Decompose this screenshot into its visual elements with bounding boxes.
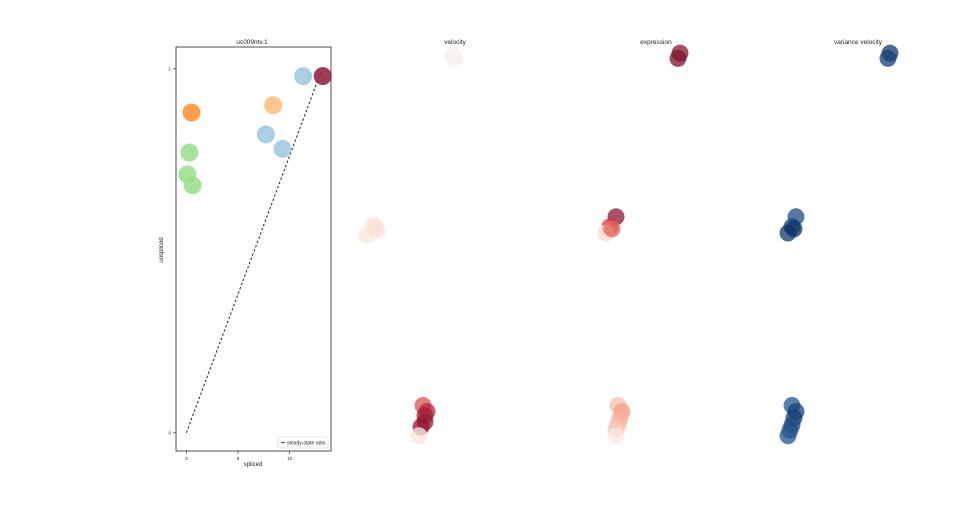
data-point <box>183 176 202 195</box>
phase-portrait-panel: uc009ntv.1 0 5 10 0 1 spliced unspliced stea… <box>159 39 332 468</box>
data-point <box>273 139 292 158</box>
scatter-points <box>358 46 464 445</box>
velocity-panel: velocity <box>358 39 467 445</box>
panel-title: uc009ntv.1 <box>236 39 268 46</box>
data-point <box>180 143 199 162</box>
x-tick-label: 10 <box>287 456 293 461</box>
panel-title: variance velocity <box>834 39 883 46</box>
axis-ticks: 0 5 10 0 1 <box>168 66 292 461</box>
y-axis-label: unspliced <box>159 237 165 262</box>
steady-state-line <box>185 72 322 433</box>
data-point <box>264 96 283 115</box>
data-point <box>256 125 275 144</box>
data-point <box>607 427 625 445</box>
data-point <box>182 103 201 122</box>
data-point <box>603 220 621 238</box>
scatter-points <box>597 44 689 445</box>
y-tick-label: 1 <box>168 66 171 71</box>
scatter-points <box>178 67 332 195</box>
scatter-points <box>779 44 899 445</box>
panel-title: velocity <box>444 39 466 46</box>
data-point <box>446 50 464 68</box>
legend: steady-state ratio <box>277 436 329 449</box>
panel-title: expression <box>640 39 672 46</box>
x-tick-label: 5 <box>237 456 240 461</box>
plot-frame <box>175 46 332 452</box>
data-point <box>879 49 897 67</box>
data-point <box>366 218 384 236</box>
data-point <box>779 427 797 445</box>
legend-box <box>277 436 329 449</box>
expression-panel: expression <box>597 39 689 445</box>
legend-entry: steady-state ratio <box>287 441 326 447</box>
data-point <box>294 67 313 86</box>
x-axis-label: spliced <box>244 462 263 468</box>
data-point <box>785 220 803 238</box>
data-point <box>313 67 332 86</box>
data-point <box>410 427 428 445</box>
y-tick-label: 0 <box>168 430 171 435</box>
data-point <box>669 49 687 67</box>
variance-velocity-panel: variance velocity <box>779 39 899 445</box>
x-tick-label: 0 <box>185 456 188 461</box>
